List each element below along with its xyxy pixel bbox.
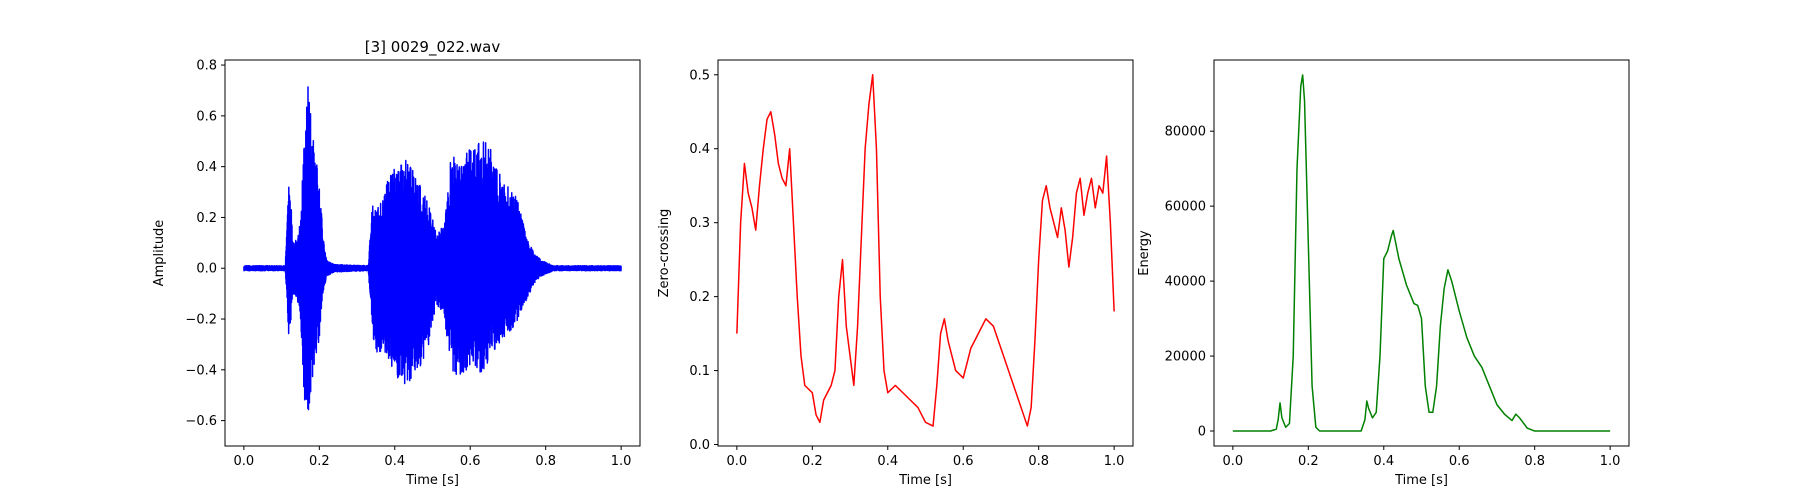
y-axis-label: Zero-crossing: [657, 209, 672, 298]
x-axis-label: Time [s]: [405, 473, 459, 488]
x-tick-label: 0.0: [234, 454, 255, 469]
y-tick-label: −0.2: [185, 313, 217, 328]
x-tick-label: 0.2: [802, 454, 823, 469]
y-tick-label: 0: [1198, 425, 1206, 440]
x-tick-label: 1.0: [1104, 454, 1125, 469]
y-tick-label: 0.6: [196, 109, 217, 124]
x-tick-label: 0.8: [535, 454, 556, 469]
y-tick-label: 20000: [1165, 350, 1206, 365]
x-tick-label: 0.8: [1524, 454, 1545, 469]
y-tick-label: 0.1: [689, 364, 710, 379]
chart-panel-2: 0.0 0.2 0.4 0.6 0.8 1.0 0.0 0.1 0.2 0.3 0.4 0.5 Time…: [657, 59, 1134, 488]
axes-frame: [717, 59, 1134, 447]
series-line: [736, 74, 1115, 427]
y-tick-label: 0.0: [196, 262, 217, 277]
y-axis-label: Energy: [1137, 230, 1152, 276]
x-tick-label: 0.8: [1028, 454, 1049, 469]
y-tick-label: 0.4: [196, 160, 217, 175]
x-tick-label: 1.0: [611, 454, 632, 469]
series-line: [243, 86, 622, 411]
chart-panel-1: 0.0 0.2 0.4 0.6 0.8 1.0 −0.6 −0.4 −0.2 0.0 0.2 0.4 0…: [152, 38, 641, 488]
y-tick-label: 0.2: [689, 290, 710, 305]
y-tick-label: 0.4: [689, 142, 710, 157]
y-tick-label: 0.2: [196, 211, 217, 226]
x-tick-label: 0.0: [727, 454, 748, 469]
x-tick-label: 0.6: [460, 454, 481, 469]
x-tick-label: 0.2: [309, 454, 330, 469]
x-tick-label: 0.2: [1298, 454, 1319, 469]
y-tick-label: 0.8: [196, 59, 217, 74]
y-tick-label: 60000: [1165, 200, 1206, 215]
x-tick-label: 0.6: [953, 454, 974, 469]
y-tick-label: −0.4: [185, 363, 217, 378]
y-tick-label: −0.6: [185, 414, 217, 429]
series-line: [1232, 74, 1611, 432]
y-tick-label: 0.0: [689, 438, 710, 453]
y-tick-label: 0.5: [689, 68, 710, 83]
y-tick-label: 40000: [1165, 275, 1206, 290]
y-tick-label: 0.3: [689, 216, 710, 231]
x-tick-label: 0.4: [1373, 454, 1394, 469]
x-tick-label: 0.6: [1449, 454, 1470, 469]
x-tick-label: 0.4: [877, 454, 898, 469]
axes-frame: [224, 59, 641, 447]
y-tick-label: 80000: [1165, 125, 1206, 140]
x-axis-label: Time [s]: [898, 473, 952, 488]
x-tick-label: 1.0: [1600, 454, 1621, 469]
chart-panel-3: 0.0 0.2 0.4 0.6 0.8 1.0 0 20000 40000 60000 80000 T…: [1137, 59, 1630, 488]
x-tick-label: 0.4: [384, 454, 405, 469]
x-axis-label: Time [s]: [1394, 473, 1448, 488]
x-tick-label: 0.0: [1223, 454, 1244, 469]
chart-title: [3] 0029_022.wav: [365, 38, 501, 57]
axes-frame: [1213, 59, 1630, 447]
y-axis-label: Amplitude: [152, 220, 167, 287]
